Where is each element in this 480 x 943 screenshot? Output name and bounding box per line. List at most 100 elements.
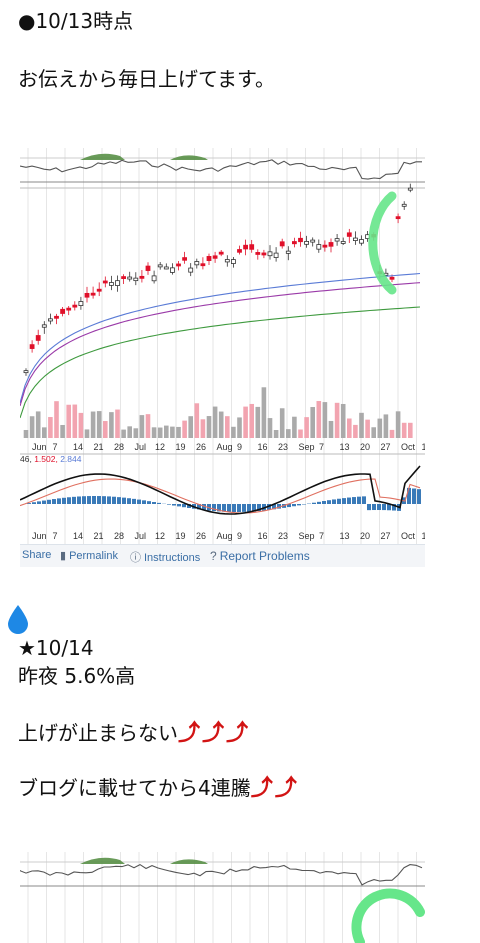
macd-histogram-bar [237, 504, 241, 512]
macd-histogram-bar [342, 498, 346, 504]
volume-bar [72, 404, 78, 438]
candle-body [66, 307, 72, 311]
volume-bar [365, 419, 370, 438]
x-axis-tick-label: 23 [278, 442, 288, 452]
volume-bar [54, 401, 59, 438]
candle-body [395, 216, 401, 220]
volume-bar [310, 407, 315, 438]
volume-bar [347, 418, 352, 438]
macd-histogram-bar [47, 499, 51, 504]
macd-histogram-bar [337, 498, 341, 504]
macd-histogram-bar [122, 497, 126, 504]
instructions-link[interactable]: ⓘ Instructions [130, 549, 200, 565]
candle-body [102, 280, 108, 284]
rsi-overbought-area [170, 155, 208, 160]
post2-rising-text: 上げが止まらない [18, 721, 178, 745]
moving-average-purple [20, 282, 421, 407]
x-axis-tick-label: Oct [401, 442, 416, 452]
macd-histogram-bar [212, 504, 216, 512]
x-axis-tick-label: 11 [422, 531, 426, 541]
candle-body [72, 304, 78, 308]
volume-bar [218, 411, 224, 438]
macd-histogram-bar [32, 502, 36, 504]
macd-histogram-bar [67, 497, 71, 504]
x-axis-tick-label: 9 [237, 442, 242, 452]
candle-body [273, 252, 279, 258]
candle-body [145, 265, 151, 271]
candle-body [310, 239, 316, 243]
post2-streak-text: ブログに載せてから4連騰 [18, 776, 251, 800]
permalink-link[interactable]: ▮ Permalink [60, 549, 118, 562]
candle-body [304, 241, 310, 245]
macd-histogram-bar [292, 504, 296, 507]
bookmark-icon: ▮ [60, 550, 67, 562]
share-link[interactable]: Share [22, 549, 52, 561]
macd-histogram-bar [367, 504, 371, 511]
volume-bar [42, 427, 47, 438]
candle-body [182, 257, 188, 261]
x-axis-tick-label: 21 [94, 531, 104, 541]
macd-histogram-bar [347, 497, 351, 504]
post-body-text: お伝えから毎日上げてます。 [18, 67, 275, 91]
volume-bar [334, 402, 340, 438]
x-axis-tick-label: 23 [278, 531, 288, 541]
volume-bar [389, 429, 395, 438]
volume-bar [84, 429, 90, 438]
candle-body [316, 244, 322, 250]
candle-body [139, 275, 145, 279]
volume-bar [194, 403, 200, 438]
volume-bar [279, 408, 285, 438]
candle-body [206, 256, 212, 261]
x-axis-tick-label: 28 [114, 531, 124, 541]
chart-toolbar: Share ▮ Permalink ⓘ Instructions ? Report P… [20, 544, 425, 567]
macd-histogram-bar [322, 501, 326, 504]
macd-histogram-bar [312, 502, 316, 504]
volume-bar [29, 416, 35, 438]
volume-bar [353, 424, 358, 438]
volume-bar [316, 401, 322, 438]
candle-body [115, 280, 120, 286]
macd-histogram-bar [37, 501, 41, 504]
report-problems-link[interactable]: ? Report Problems [210, 549, 310, 563]
macd-histogram-bar [167, 504, 171, 505]
x-axis-tick-label: 26 [196, 531, 206, 541]
candle-body [127, 276, 133, 280]
volume-bar [292, 416, 297, 438]
stock-chart-image-2 [20, 852, 425, 943]
candle-body [60, 308, 65, 314]
candle-body [267, 251, 273, 257]
macd-histogram-bar [377, 504, 381, 511]
candle-body [279, 241, 285, 247]
volume-bar [133, 428, 139, 438]
macd-histogram-bar [257, 504, 261, 511]
x-axis-tick-label: 21 [94, 442, 104, 452]
stock-chart-svg-2 [20, 852, 425, 943]
volume-bar [145, 414, 151, 438]
candle-body [255, 252, 261, 255]
macd-histogram-bar [382, 504, 386, 511]
macd-histogram-bar [202, 504, 206, 511]
permalink-label: Permalink [69, 550, 118, 562]
post2-date: ★10/14 [18, 636, 94, 660]
candle-body [340, 241, 346, 244]
candle-body [151, 275, 157, 282]
up-arrows-icon: ⤴⤴ [250, 776, 299, 801]
candle-body [322, 244, 328, 248]
volume-bar [200, 419, 206, 438]
macd-histogram-bar [137, 499, 141, 504]
x-axis-tick-label: Sep [299, 442, 315, 452]
macd-histogram-bar [277, 504, 281, 509]
macd-histogram-bar [112, 496, 116, 504]
volume-bar [304, 417, 309, 438]
highlight-circle [351, 888, 425, 943]
candle-body [389, 276, 395, 280]
volume-bar [23, 429, 29, 438]
x-axis-tick-label: 26 [196, 442, 206, 452]
candle-body [29, 344, 35, 349]
x-axis-tick-label: Aug [217, 531, 233, 541]
instructions-label: Instructions [144, 552, 201, 564]
moving-average-blue [20, 272, 421, 404]
candle-body [407, 187, 413, 191]
volume-bar [127, 426, 132, 438]
candle-body [230, 259, 236, 264]
